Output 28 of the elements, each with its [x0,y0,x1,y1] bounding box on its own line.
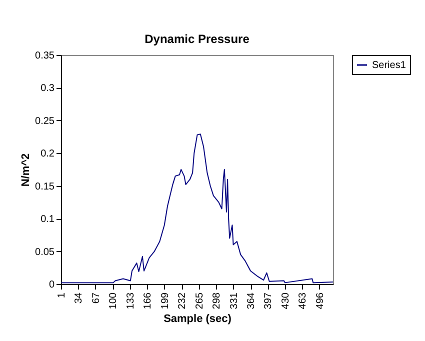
x-tick-label: 67 [90,292,102,304]
y-tick-label: 0.35 [35,50,55,62]
x-tick-label: 496 [314,292,326,310]
y-tick-label: 0.25 [35,116,55,127]
x-tick-label: 430 [280,292,292,310]
y-tick-label: 0.3 [40,83,55,94]
x-tick-label: 1 [56,292,68,298]
x-tick-label: 331 [228,292,240,310]
y-tick-label: 0 [48,280,55,290]
x-tick-label: 199 [160,292,171,310]
x-tick-label: 364 [246,292,258,310]
y-tick-label: 0.1 [40,214,55,226]
x-tick-label: 397 [263,292,274,310]
x-tick-label: 265 [194,292,206,310]
y-tick-label: 0.05 [35,246,55,258]
x-tick-label: 133 [125,292,136,310]
x-tick-label: 298 [212,292,223,310]
x-tick-label: 463 [298,292,309,310]
y-tick-label: 0.15 [35,181,55,192]
x-tick-label: 232 [177,292,188,310]
x-tick-label: 166 [142,292,154,310]
x-axis-title: Sample (sec) [164,313,232,326]
y-axis-title: N/m^2 [20,153,32,187]
chart-title: Dynamic Pressure [144,32,250,46]
x-tick-label: 100 [108,292,120,310]
x-tick-label: 34 [74,292,85,304]
legend-label: Series1 [372,60,406,71]
y-tick-label: 0.2 [40,148,55,160]
